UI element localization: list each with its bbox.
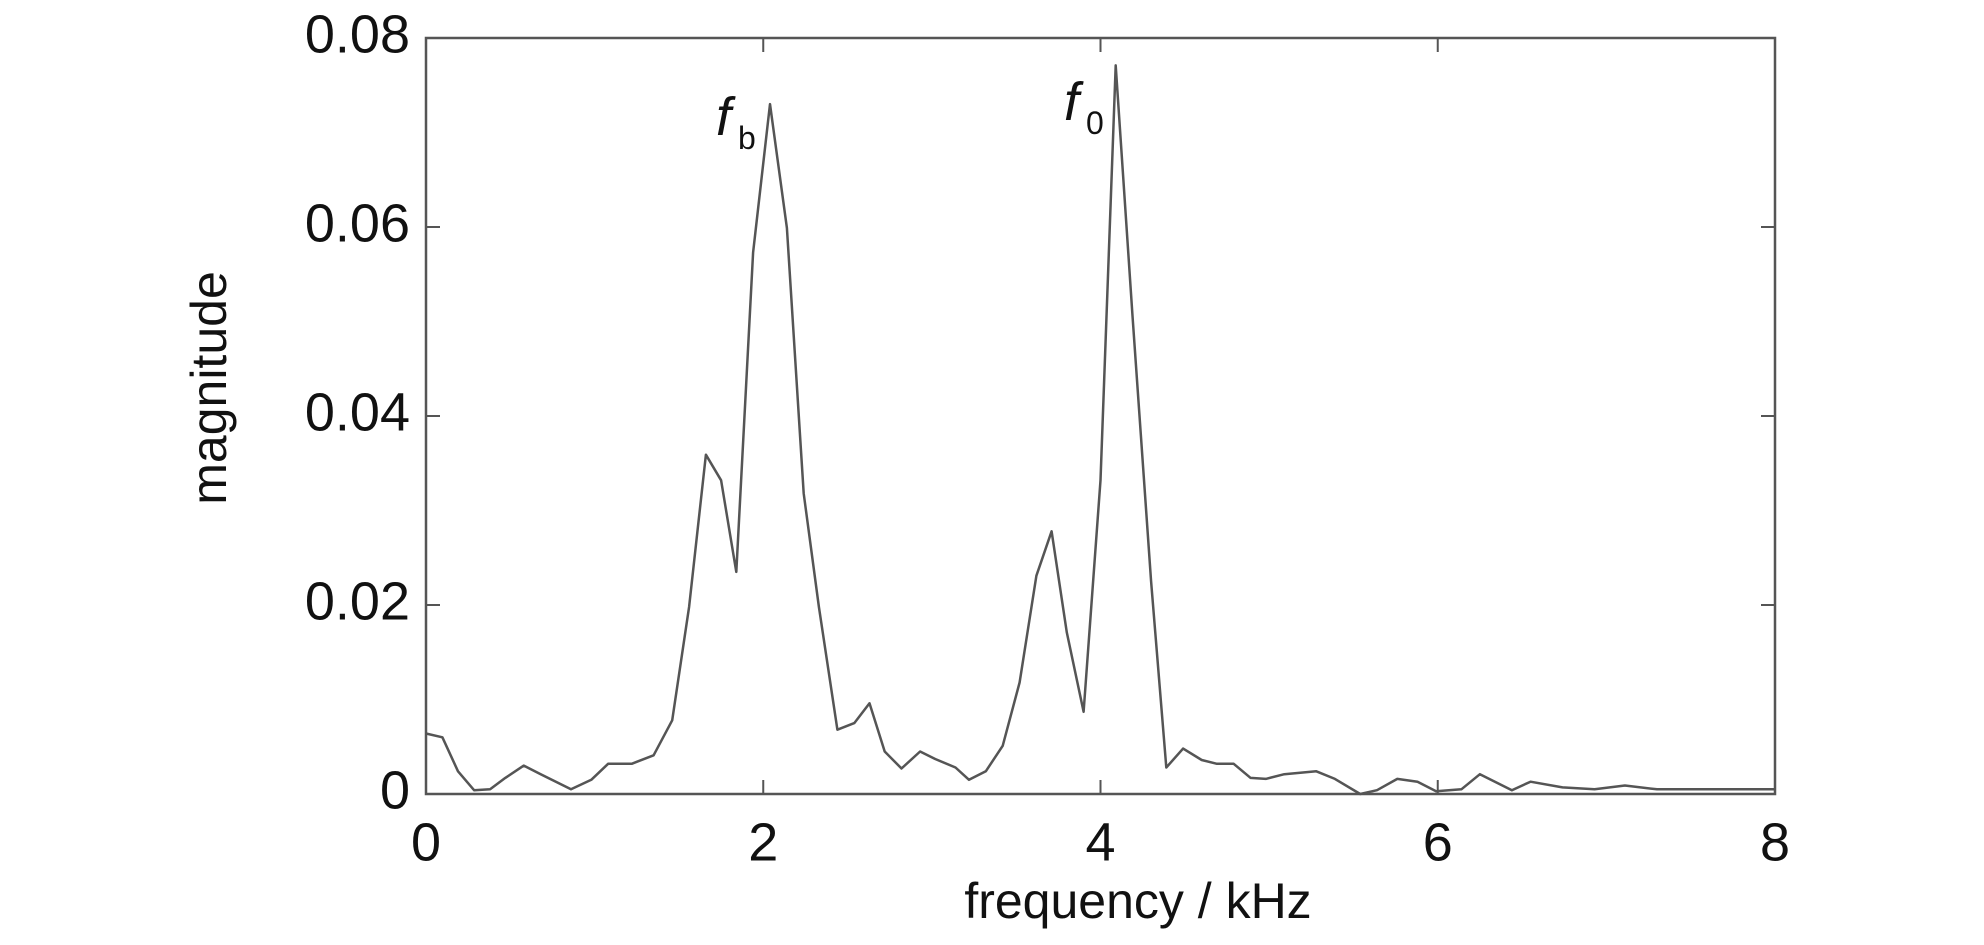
annotation-text: f <box>716 87 736 147</box>
x-axis-label: frequency / kHz <box>964 873 1311 929</box>
annotation-text: f <box>1064 72 1084 132</box>
y-tick-label: 0 <box>380 760 410 820</box>
y-tick-label: 0.08 <box>305 4 410 64</box>
annotation-subscript: b <box>738 120 756 156</box>
y-tick-label: 0.02 <box>305 571 410 631</box>
y-tick-label: 0.04 <box>305 382 410 442</box>
x-tick-label: 8 <box>1760 812 1790 872</box>
x-tick-label: 6 <box>1423 812 1453 872</box>
plot-frame <box>424 36 1777 796</box>
x-tick-label: 2 <box>748 812 778 872</box>
y-axis-label: magnitude <box>181 271 237 505</box>
x-tick-label: 0 <box>411 812 441 872</box>
line-series <box>425 64 1775 796</box>
x-tick-label: 4 <box>1085 812 1115 872</box>
y-tick-label: 0.06 <box>305 193 410 253</box>
annotation-subscript: 0 <box>1086 105 1104 141</box>
